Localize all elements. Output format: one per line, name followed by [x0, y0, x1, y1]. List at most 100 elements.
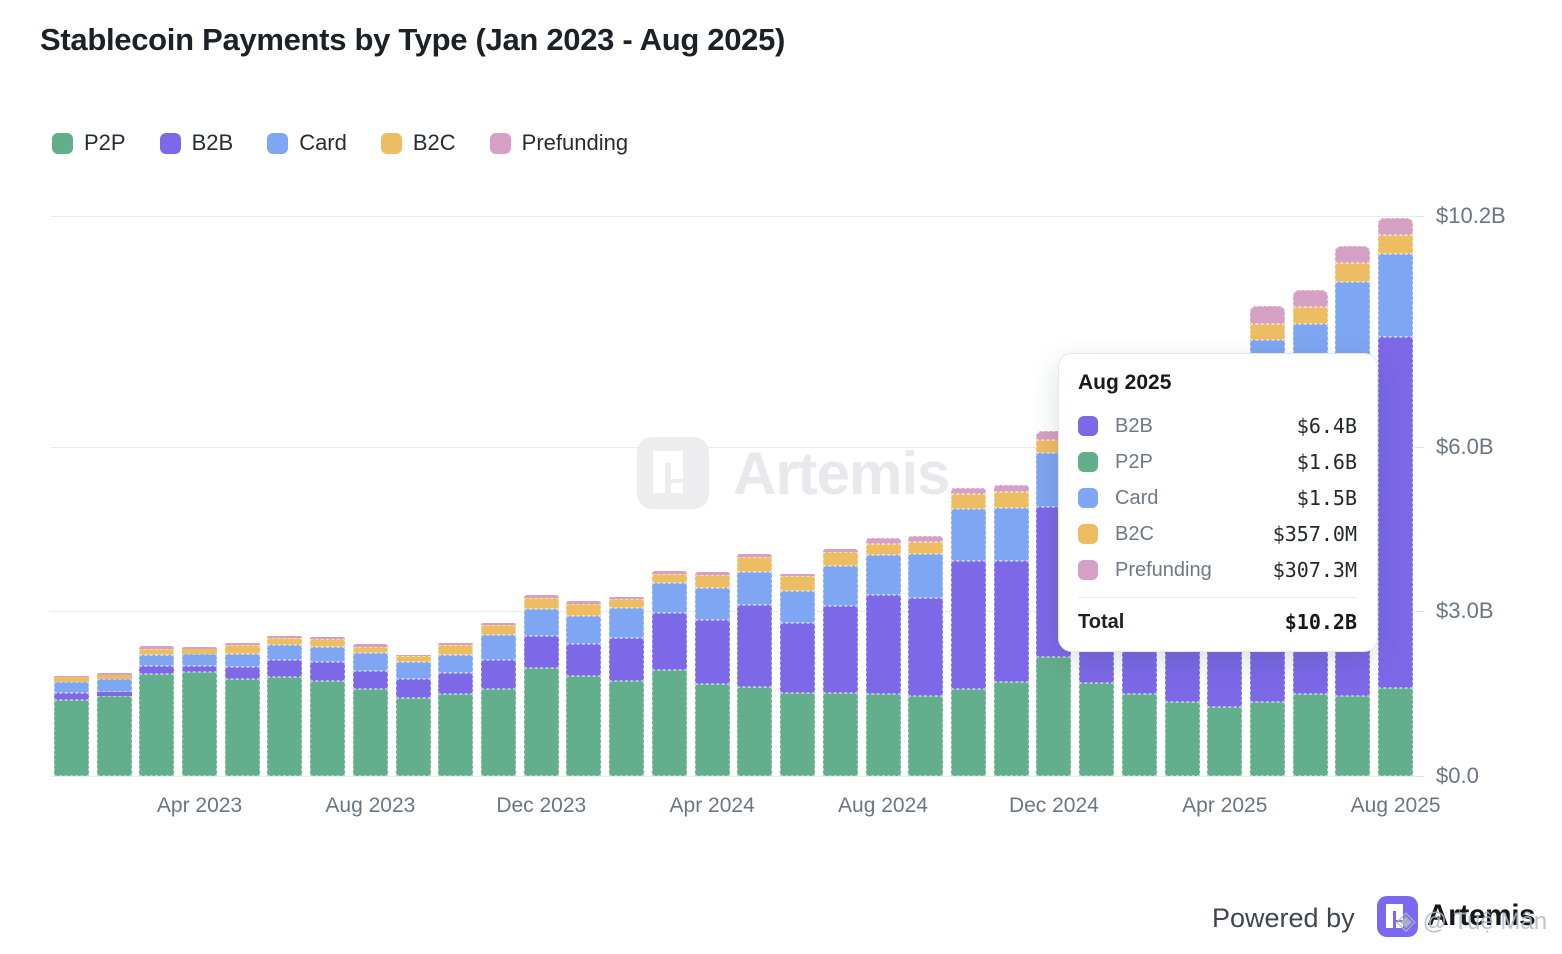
card-segment[interactable]: [352, 652, 388, 671]
b2b-segment[interactable]: [267, 660, 303, 678]
bar-jan-2024[interactable]: [566, 601, 602, 776]
p2p-segment[interactable]: [182, 672, 218, 776]
prefunding-segment[interactable]: [224, 643, 260, 646]
bar-feb-2024[interactable]: [609, 597, 645, 776]
p2p-segment[interactable]: [1036, 657, 1072, 776]
prefunding-segment[interactable]: [267, 635, 303, 639]
b2b-segment[interactable]: [481, 659, 517, 690]
b2c-segment[interactable]: [1335, 263, 1371, 282]
b2b-segment[interactable]: [694, 619, 730, 685]
p2p-segment[interactable]: [609, 680, 645, 776]
card-segment[interactable]: [1378, 254, 1414, 337]
prefunding-segment[interactable]: [993, 485, 1029, 493]
p2p-segment[interactable]: [908, 696, 944, 776]
p2p-segment[interactable]: [1335, 696, 1371, 776]
b2c-segment[interactable]: [651, 573, 687, 584]
p2p-segment[interactable]: [395, 698, 431, 776]
bar-aug-2025[interactable]: [1378, 217, 1414, 776]
brand-name[interactable]: Artemis: [1427, 899, 1536, 932]
bar-jul-2024[interactable]: [822, 548, 858, 776]
b2b-segment[interactable]: [438, 672, 474, 694]
b2c-segment[interactable]: [950, 494, 986, 510]
b2c-segment[interactable]: [1378, 234, 1414, 255]
b2b-segment[interactable]: [310, 662, 346, 681]
card-segment[interactable]: [737, 571, 773, 605]
p2p-segment[interactable]: [53, 700, 89, 776]
card-segment[interactable]: [395, 662, 431, 680]
b2b-segment[interactable]: [352, 670, 388, 690]
b2c-segment[interactable]: [53, 677, 89, 683]
p2p-segment[interactable]: [481, 689, 517, 776]
p2p-segment[interactable]: [950, 689, 986, 776]
p2p-segment[interactable]: [1378, 688, 1414, 776]
bar-jun-2023[interactable]: [267, 635, 303, 776]
b2b-segment[interactable]: [865, 595, 901, 695]
card-segment[interactable]: [53, 682, 89, 694]
p2p-segment[interactable]: [651, 669, 687, 776]
card-segment[interactable]: [267, 645, 303, 661]
bar-jul-2023[interactable]: [310, 636, 346, 776]
prefunding-segment[interactable]: [352, 644, 388, 647]
legend-item-b2b[interactable]: B2B: [159, 130, 233, 156]
prefunding-segment[interactable]: [438, 642, 474, 645]
bar-mar-2023[interactable]: [139, 646, 175, 776]
b2b-segment[interactable]: [780, 622, 816, 693]
bar-apr-2024[interactable]: [694, 572, 730, 776]
card-segment[interactable]: [908, 553, 944, 598]
bar-aug-2024[interactable]: [865, 537, 901, 776]
b2c-segment[interactable]: [481, 625, 517, 636]
bar-mar-2024[interactable]: [651, 570, 687, 776]
bar-jan-2023[interactable]: [53, 676, 89, 776]
b2c-segment[interactable]: [609, 599, 645, 609]
b2c-segment[interactable]: [267, 638, 303, 646]
prefunding-segment[interactable]: [1292, 289, 1328, 307]
p2p-segment[interactable]: [523, 668, 559, 776]
b2c-segment[interactable]: [310, 639, 346, 647]
bar-oct-2023[interactable]: [438, 642, 474, 776]
card-segment[interactable]: [96, 679, 132, 692]
card-segment[interactable]: [950, 509, 986, 561]
p2p-segment[interactable]: [139, 674, 175, 776]
p2p-segment[interactable]: [993, 681, 1029, 776]
card-segment[interactable]: [182, 654, 218, 667]
prefunding-segment[interactable]: [182, 647, 218, 650]
b2b-segment[interactable]: [651, 613, 687, 670]
p2p-segment[interactable]: [566, 675, 602, 776]
p2p-segment[interactable]: [1207, 706, 1243, 776]
b2c-segment[interactable]: [737, 557, 773, 572]
b2c-segment[interactable]: [865, 543, 901, 555]
b2b-segment[interactable]: [566, 643, 602, 676]
card-segment[interactable]: [694, 587, 730, 620]
prefunding-segment[interactable]: [950, 488, 986, 495]
b2c-segment[interactable]: [694, 574, 730, 588]
prefunding-segment[interactable]: [481, 622, 517, 626]
bar-may-2024[interactable]: [737, 554, 773, 776]
b2c-segment[interactable]: [566, 603, 602, 616]
prefunding-segment[interactable]: [737, 554, 773, 558]
b2c-segment[interactable]: [139, 648, 175, 655]
card-segment[interactable]: [993, 508, 1029, 561]
b2b-segment[interactable]: [224, 667, 260, 680]
legend-item-card[interactable]: Card: [267, 130, 347, 156]
legend-item-p2p[interactable]: P2P: [52, 130, 126, 156]
prefunding-segment[interactable]: [139, 646, 175, 649]
b2c-segment[interactable]: [96, 674, 132, 680]
bar-nov-2024[interactable]: [993, 485, 1029, 776]
card-segment[interactable]: [310, 646, 346, 663]
card-segment[interactable]: [780, 591, 816, 623]
card-segment[interactable]: [224, 653, 260, 668]
b2c-segment[interactable]: [438, 644, 474, 655]
prefunding-segment[interactable]: [609, 597, 645, 600]
bar-dec-2023[interactable]: [523, 595, 559, 776]
b2b-segment[interactable]: [737, 604, 773, 687]
prefunding-segment[interactable]: [1335, 246, 1371, 264]
b2c-segment[interactable]: [993, 492, 1029, 509]
b2b-segment[interactable]: [523, 635, 559, 669]
card-segment[interactable]: [523, 608, 559, 636]
prefunding-segment[interactable]: [908, 535, 944, 542]
b2c-segment[interactable]: [182, 649, 218, 655]
bar-sep-2024[interactable]: [908, 535, 944, 776]
card-segment[interactable]: [139, 654, 175, 666]
card-segment[interactable]: [481, 635, 517, 660]
bar-aug-2023[interactable]: [352, 644, 388, 776]
